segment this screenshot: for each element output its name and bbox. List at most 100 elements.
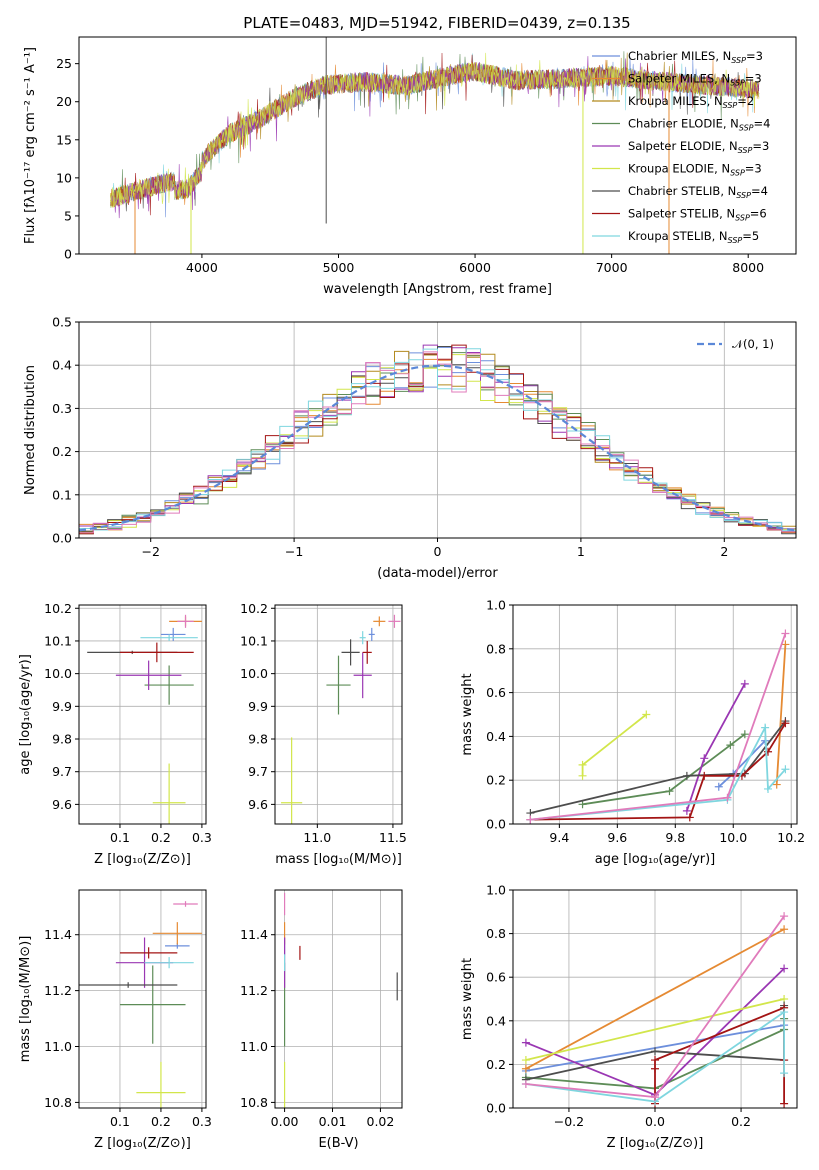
legend-label-normal: 𝒩(0, 1) bbox=[732, 337, 774, 351]
panel-mass-vs-ebv: 0.00 0.01 0.02 10.8 11.0 11.2 11.4 E(B-V) bbox=[240, 889, 403, 1151]
weight-line-3 bbox=[686, 683, 746, 812]
y-tick-label: 10.0 bbox=[240, 666, 268, 681]
legend-label-3: Chabrier ELODIE, NSSP=4 bbox=[628, 117, 770, 133]
weight-marker bbox=[521, 1056, 530, 1065]
weight-marker bbox=[521, 1080, 530, 1089]
weight-line-1 bbox=[525, 928, 785, 1070]
weight-marker bbox=[781, 640, 790, 649]
y-tick-label: 10.8 bbox=[44, 1095, 72, 1110]
y-tick-label: 10.0 bbox=[44, 666, 72, 681]
panels-group: 4000 5000 6000 7000 80000510152025wavelength… bbox=[18, 36, 805, 1151]
weight-marker bbox=[651, 1047, 659, 1056]
x-tick-label: 0.3 bbox=[192, 1114, 212, 1129]
y-tick-label: 9.8 bbox=[52, 732, 72, 747]
y-tick-label: 0.0 bbox=[486, 1101, 506, 1116]
y-tick-label: 25 bbox=[56, 56, 72, 71]
legend-label-4: Salpeter ELODIE, NSSP=3 bbox=[628, 139, 769, 155]
y-tick-label: 11.2 bbox=[240, 983, 268, 998]
plot-area bbox=[283, 892, 398, 1108]
weight-marker bbox=[761, 723, 770, 732]
y-tick-label: 11.4 bbox=[44, 927, 72, 942]
y-tick-label: 20 bbox=[56, 94, 72, 109]
weight-marker bbox=[682, 806, 691, 815]
y-tick-label: 0.4 bbox=[52, 358, 72, 373]
axes-frame bbox=[274, 889, 403, 1109]
x-tick-label: 6000 bbox=[459, 260, 491, 275]
weight-marker bbox=[526, 815, 535, 824]
weight-marker bbox=[700, 771, 709, 780]
normal-curve bbox=[79, 364, 796, 532]
axes-frame bbox=[78, 604, 207, 825]
legend-label-1: Salpeter MILES, NSSP=3 bbox=[628, 72, 762, 88]
y-axis-label: mass [log₁₀(M/M⊙)] bbox=[18, 936, 33, 1063]
y-tick-label: 0.3 bbox=[52, 401, 72, 416]
y-tick-label: 10.8 bbox=[240, 1095, 268, 1110]
panel-spectrum: 4000 5000 6000 7000 8000 0 5 10 15 20 25 wavelength… bbox=[23, 36, 797, 297]
y-tick-label: 0.6 bbox=[486, 685, 506, 700]
spectrum-line-5 bbox=[110, 52, 760, 208]
y-tick-label: 0 bbox=[64, 247, 72, 262]
weight-marker bbox=[642, 710, 651, 719]
weight-marker bbox=[723, 793, 732, 802]
y-tick-label: 0.6 bbox=[486, 970, 506, 985]
plot-area bbox=[79, 344, 796, 537]
x-tick-label: 10.2 bbox=[777, 830, 805, 845]
weight-marker bbox=[780, 925, 789, 934]
y-tick-label: 15 bbox=[56, 132, 72, 147]
y-tick-label: 9.9 bbox=[248, 699, 268, 714]
y-tick-label: 11.2 bbox=[44, 983, 72, 998]
weight-marker bbox=[578, 800, 587, 809]
weight-marker bbox=[740, 730, 749, 739]
x-tick-label: 5000 bbox=[323, 260, 355, 275]
x-axis-label: Z [log₁₀(Z/Z⊙)] bbox=[94, 852, 191, 867]
x-axis-label: age [log₁₀(age/yr)] bbox=[595, 852, 716, 867]
x-tick-label: 7000 bbox=[596, 260, 628, 275]
weight-marker bbox=[781, 719, 790, 728]
weight-marker bbox=[764, 784, 773, 793]
weight-marker bbox=[578, 760, 587, 769]
x-tick-label: 9.4 bbox=[549, 830, 569, 845]
x-tick-label: 8000 bbox=[732, 260, 764, 275]
y-tick-label: 5 bbox=[64, 208, 72, 223]
x-tick-label: 1 bbox=[577, 544, 585, 559]
axes-frame bbox=[78, 889, 207, 1109]
weight-marker bbox=[665, 787, 674, 796]
panel-weight-vs-age: 9.4 9.6 9.8 10.0 10.2 0.0 0.2 0.4 0.6 0.8 1.0 age [… bbox=[460, 598, 805, 868]
y-tick-label: 0.8 bbox=[486, 641, 506, 656]
y-axis-label: Flux [fλ10⁻¹⁷ erg cm⁻² s⁻¹ A⁻¹] bbox=[23, 47, 38, 244]
y-tick-label: 1.0 bbox=[486, 883, 506, 898]
weight-line-6 bbox=[530, 722, 787, 821]
plot-area bbox=[521, 912, 789, 1108]
weight-marker bbox=[780, 1099, 789, 1108]
hist-line-9 bbox=[79, 351, 796, 534]
weight-marker bbox=[772, 780, 781, 789]
y-tick-label: 9.9 bbox=[52, 699, 72, 714]
y-tick-label: 10.2 bbox=[240, 601, 268, 616]
x-tick-label: 9.8 bbox=[665, 830, 685, 845]
y-tick-label: 11.0 bbox=[44, 1039, 72, 1054]
weight-marker bbox=[781, 765, 790, 774]
weight-marker bbox=[781, 629, 790, 638]
y-tick-label: 11.0 bbox=[240, 1039, 268, 1054]
weight-line-1 bbox=[775, 644, 787, 785]
x-tick-label: 0.2 bbox=[731, 1114, 751, 1129]
weight-marker bbox=[714, 782, 723, 791]
weight-marker bbox=[521, 1038, 530, 1047]
x-tick-label: 9.6 bbox=[607, 830, 627, 845]
weight-marker bbox=[700, 754, 709, 763]
legend-label-0: Chabrier MILES, NSSP=3 bbox=[628, 49, 763, 65]
weight-line-5 bbox=[530, 720, 787, 814]
y-tick-label: 10 bbox=[56, 170, 72, 185]
y-tick-label: 0.4 bbox=[486, 1013, 506, 1028]
x-tick-label: 0.1 bbox=[110, 1114, 130, 1129]
x-axis-label: (data-model)/error bbox=[377, 566, 498, 581]
x-axis-label: Z [log₁₀(Z/Z⊙)] bbox=[607, 1136, 704, 1151]
y-tick-label: 0.4 bbox=[486, 729, 506, 744]
weight-line-7 bbox=[525, 1010, 785, 1103]
legend-label-6: Chabrier STELIB, NSSP=4 bbox=[628, 184, 768, 200]
y-tick-label: 1.0 bbox=[486, 598, 506, 613]
plot-area bbox=[526, 629, 790, 824]
weight-marker bbox=[521, 1064, 530, 1073]
y-tick-label: 0.0 bbox=[52, 531, 72, 546]
